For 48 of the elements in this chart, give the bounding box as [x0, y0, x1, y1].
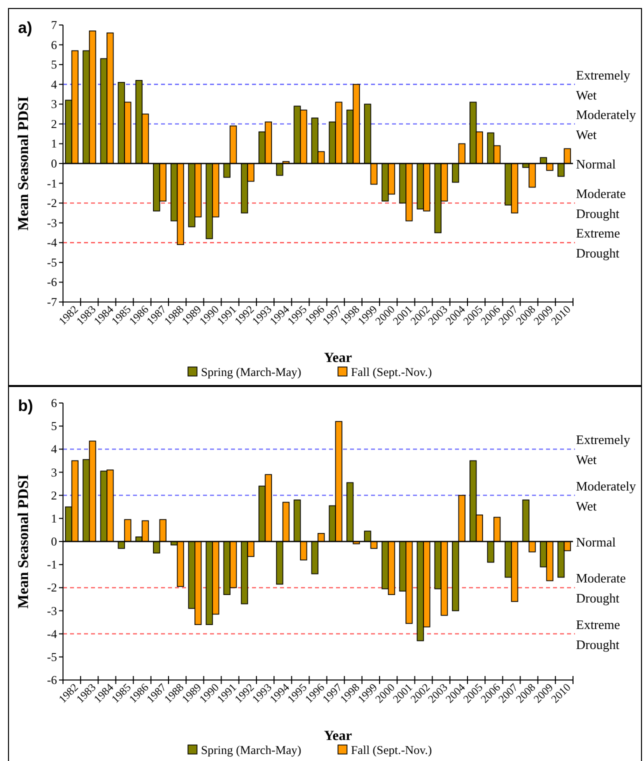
y-tick-label: 0 — [51, 156, 57, 170]
y-tick-label: 4 — [51, 77, 57, 92]
legend-label: Fall (Sept.-Nov.) — [351, 365, 432, 379]
text: Normal — [576, 156, 616, 172]
ref-line-label: Moderately Wet — [576, 478, 636, 514]
chart-title: a) — [18, 20, 32, 37]
y-tick-label: -4 — [47, 236, 57, 250]
y-tick-label: 4 — [51, 442, 57, 456]
y-tick-label: -3 — [47, 216, 57, 230]
y-tick-label: -1 — [47, 558, 57, 572]
y-tick-label: 2 — [51, 116, 57, 131]
y-tick-label: -1 — [47, 176, 57, 190]
y-tick-label: -7 — [47, 295, 57, 309]
x-axis-title: Year — [324, 729, 352, 744]
y-tick-label: -4 — [47, 626, 57, 641]
ref-line-label: Extremely Wet — [576, 67, 631, 102]
ref-line-label: Moderate Drought — [576, 570, 626, 606]
y-tick-label: 2 — [51, 488, 57, 502]
ref-line-label: Extreme Drought — [576, 616, 620, 652]
y-tick-label: 5 — [51, 58, 57, 72]
y-tick-label: 1 — [51, 136, 57, 151]
y-tick-label: -2 — [47, 196, 57, 210]
ref-line-label: Moderately Wet — [576, 106, 636, 142]
y-tick-label: 0 — [51, 534, 57, 548]
y-tick-label: 7 — [51, 18, 57, 32]
y-axis-title: Mean Seasonal PDSI — [16, 474, 32, 609]
y-tick-label: -2 — [47, 580, 57, 595]
y-tick-label: 1 — [51, 511, 57, 526]
y-tick-label: -3 — [47, 604, 57, 618]
legend-label: Spring (March-May) — [201, 365, 302, 379]
y-tick-label: -5 — [47, 255, 57, 270]
y-tick-label: 6 — [51, 38, 57, 52]
y-tick-label: 5 — [51, 419, 57, 434]
y-tick-label: 6 — [51, 396, 57, 410]
chart-title: b) — [18, 398, 34, 415]
y-axis-title: Mean Seasonal PDSI — [16, 96, 32, 231]
y-tick-label: -6 — [47, 275, 57, 290]
y-tick-label: 3 — [51, 97, 57, 112]
y-tick-label: -5 — [47, 650, 57, 664]
ref-line-label: Extreme Drought — [576, 226, 620, 261]
ref-line-label: Extremely Wet — [576, 432, 631, 468]
y-tick-label: 3 — [51, 465, 57, 480]
legend-label: Fall (Sept.-Nov.) — [351, 743, 432, 757]
text: Normal — [576, 534, 616, 550]
y-tick-label: -6 — [47, 673, 57, 687]
x-axis-title: Year — [324, 351, 352, 366]
legend-label: Spring (March-May) — [201, 743, 302, 757]
ref-line-label: Moderate Drought — [576, 186, 626, 222]
